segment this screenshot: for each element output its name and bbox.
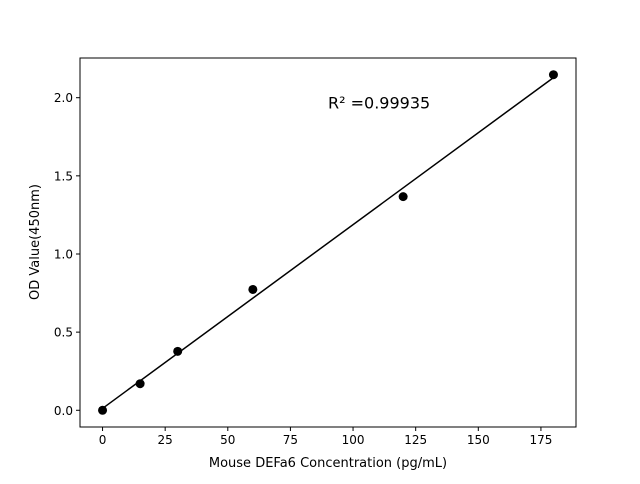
y-tick-label: 0.5: [54, 326, 73, 340]
x-tick-label: 50: [220, 433, 235, 447]
data-point: [173, 346, 183, 356]
x-tick-label: 25: [158, 433, 173, 447]
x-tick-label: 75: [283, 433, 298, 447]
data-point: [98, 405, 108, 415]
x-tick-label: 150: [467, 433, 490, 447]
y-tick-label: 2.0: [54, 91, 73, 105]
annotation-r-squared: R² =0.99935: [328, 94, 430, 113]
y-tick-label: 0.0: [54, 404, 73, 418]
x-tick-label: 125: [404, 433, 427, 447]
x-tick-label: 0: [99, 433, 107, 447]
data-point: [398, 192, 408, 202]
x-tick-label: 175: [529, 433, 552, 447]
x-tick-label: 100: [342, 433, 365, 447]
y-tick-label: 1.5: [54, 169, 73, 183]
y-tick-label: 1.0: [54, 247, 73, 261]
y-axis-label: OD Value(450nm): [28, 184, 43, 300]
plot-frame: [79, 57, 577, 428]
data-point: [135, 379, 145, 389]
data-point: [548, 70, 558, 80]
x-axis-label: Mouse DEFa6 Concentration (pg/mL): [209, 456, 447, 471]
data-point: [248, 284, 258, 294]
